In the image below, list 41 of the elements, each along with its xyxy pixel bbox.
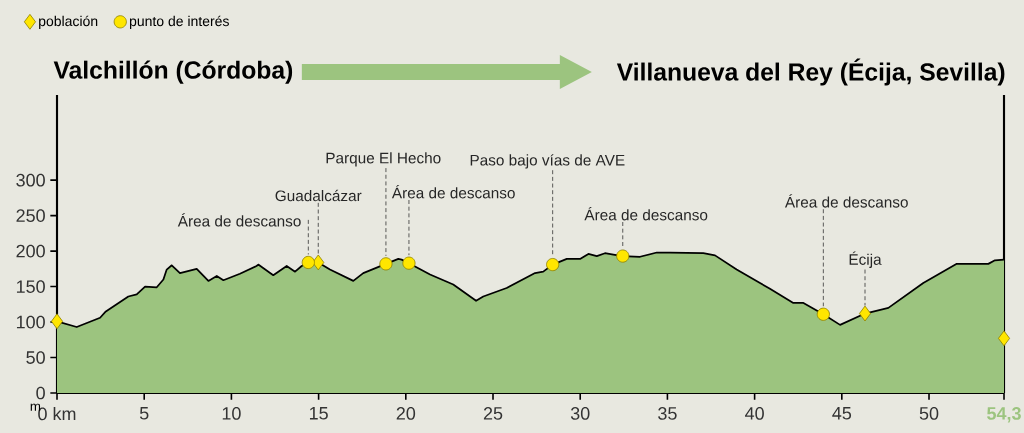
point xyxy=(616,249,630,263)
y-tick-label: 100 xyxy=(16,315,45,329)
annotation: Área de descanso xyxy=(391,184,515,199)
legend-label: punto de interés xyxy=(129,15,229,29)
y-tick-label: 300 xyxy=(16,173,45,187)
legend-label: población xyxy=(39,15,98,29)
x-tick-label: 54,3 xyxy=(987,407,1021,423)
y-tick-label: 250 xyxy=(16,209,45,222)
point xyxy=(859,305,872,322)
annotation: Guadalcázar xyxy=(275,189,362,202)
text: Valchillón (Córdoba) xyxy=(53,60,293,84)
point xyxy=(379,257,393,271)
y-axis-title: m xyxy=(30,403,41,411)
x-tick-label: 45 xyxy=(832,407,852,420)
annotation: Área de descanso xyxy=(784,194,908,208)
y-tick-label: 150 xyxy=(16,280,45,293)
point xyxy=(51,313,63,330)
x-tick-label: 5 xyxy=(139,407,149,420)
x-tick-label: 40 xyxy=(745,407,764,420)
x-tick-label: 25 xyxy=(483,407,503,420)
y-tick-label: 50 xyxy=(26,351,45,364)
point xyxy=(816,307,830,321)
x-tick-label: 15 xyxy=(309,407,328,420)
point xyxy=(402,256,416,270)
annotation: Área de descanso xyxy=(177,213,301,227)
y-tick-label: 0 xyxy=(36,386,45,400)
x-tick-label: 50 xyxy=(919,407,939,420)
x-tick-label: 20 xyxy=(396,407,416,420)
annotation: Paso bajo vías de AVE xyxy=(470,154,625,169)
annotation: Área de descanso xyxy=(584,206,708,221)
annotation: Parque El Hecho xyxy=(326,152,441,167)
point xyxy=(301,255,315,269)
x-tick-label: 30 xyxy=(570,407,590,420)
point xyxy=(998,330,1011,347)
x-tick-label: 0 km xyxy=(38,407,76,421)
text: Villanueva del Rey (Écija, Sevilla) xyxy=(616,58,1005,86)
point xyxy=(546,258,560,272)
x-tick-label: 10 xyxy=(222,407,241,420)
annotation: Écija xyxy=(849,251,882,268)
y-tick-label: 200 xyxy=(16,244,45,258)
x-tick-label: 35 xyxy=(658,407,677,420)
